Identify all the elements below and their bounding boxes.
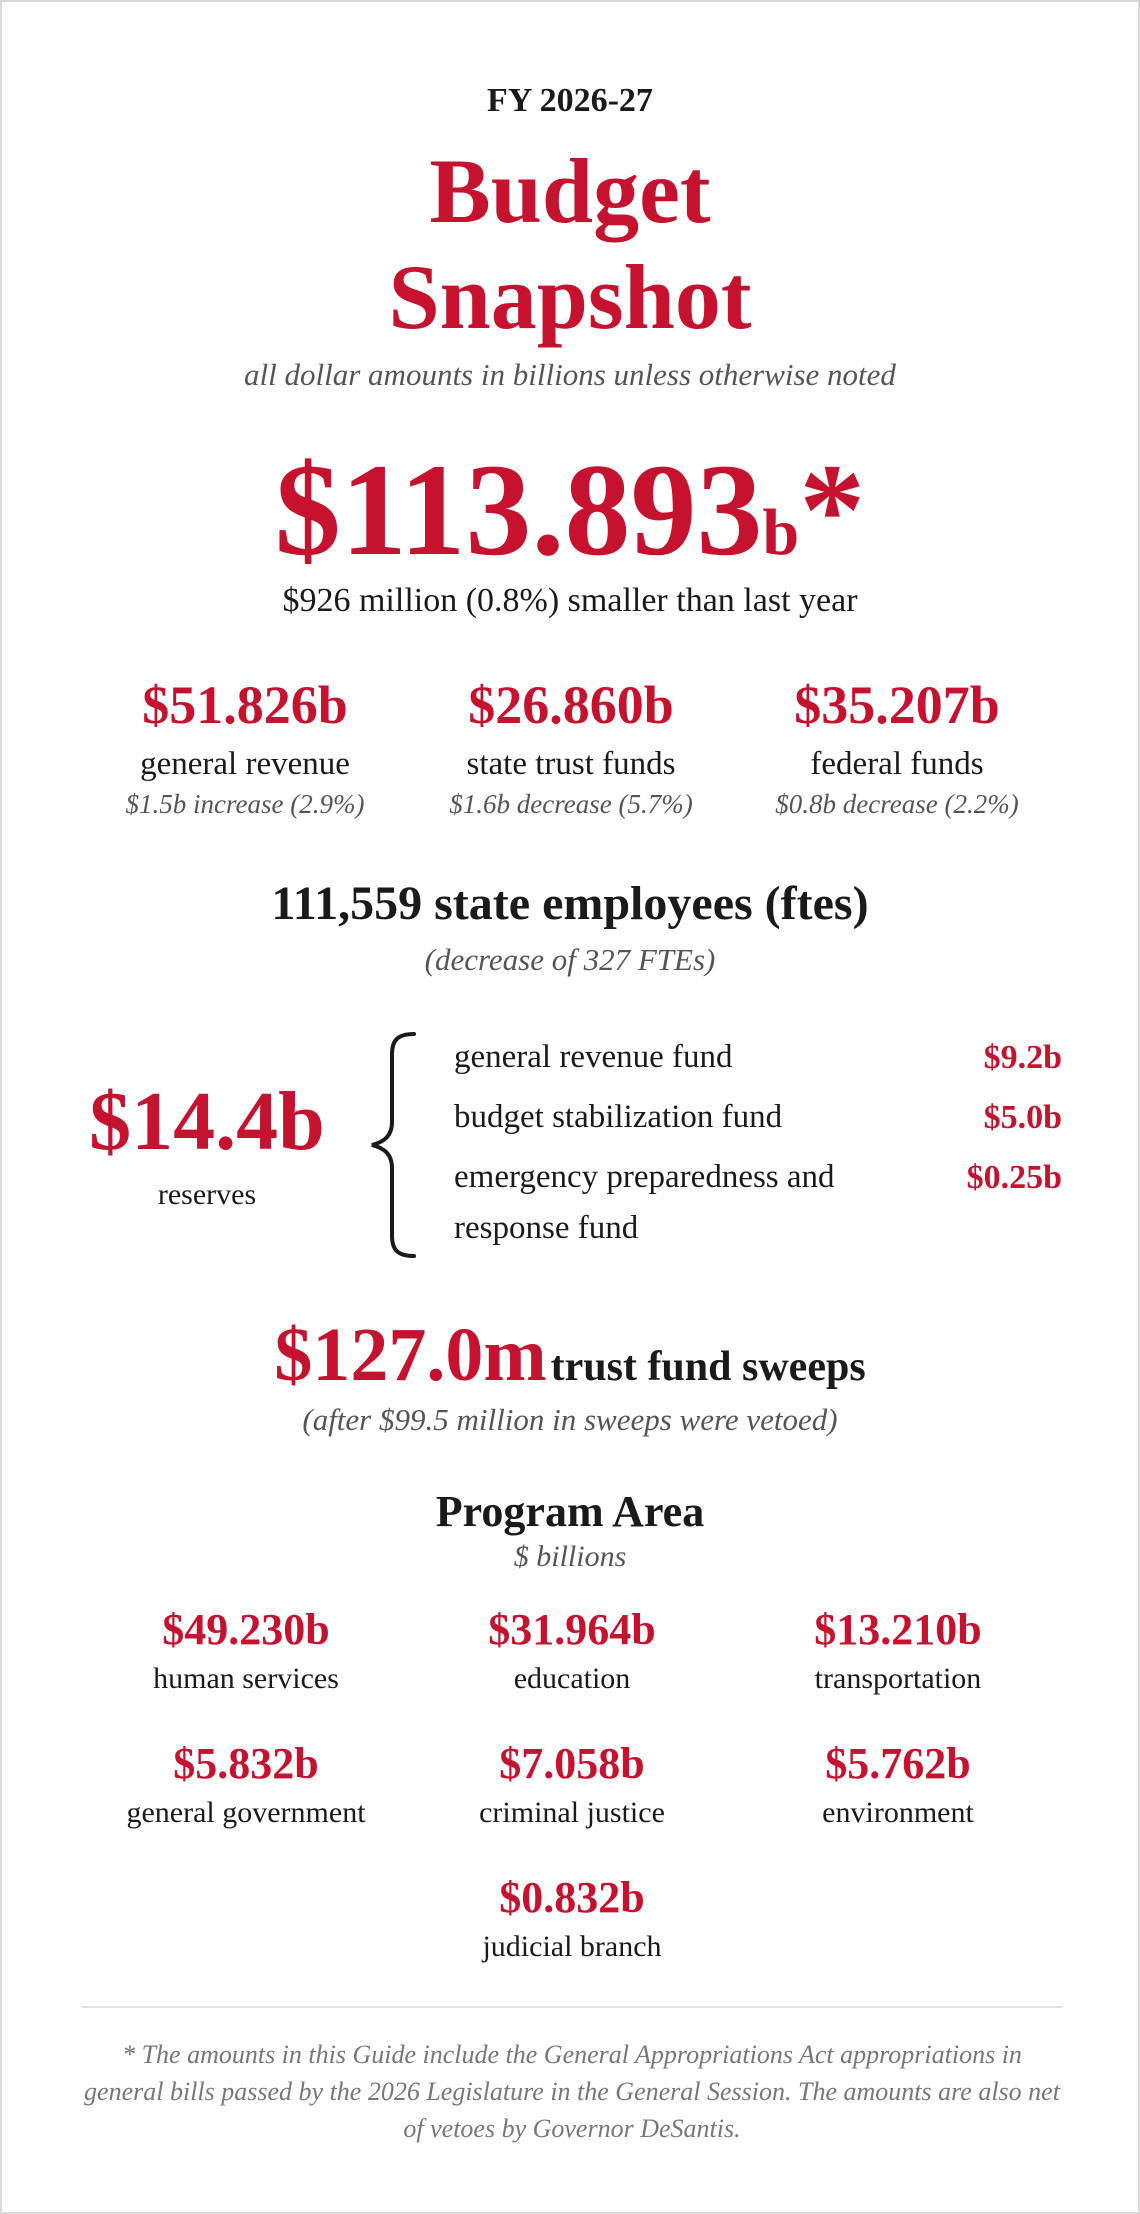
footer-divider — [82, 2006, 1062, 2008]
total-amount: $113.893 — [274, 436, 763, 583]
program-item: $5.762b environment — [735, 1736, 1061, 1870]
fund-sources: $51.826b general revenue $1.5b increase … — [82, 672, 1062, 820]
title-line-2: Snapshot — [388, 246, 752, 348]
total-asterisk: * — [799, 436, 866, 583]
sweeps-note: (after $99.5 million in sweeps were veto… — [302, 1402, 838, 1437]
reserve-name: general revenue fund — [454, 1039, 733, 1075]
reserve-name: emergency preparedness and response fund — [454, 1159, 835, 1246]
program-label: general government — [126, 1796, 366, 1829]
program-label: environment — [822, 1796, 974, 1829]
trust-fund-sweeps: $127.0m trust fund sweeps — [2, 1312, 1138, 1399]
reserve-item: general revenue fund $9.2b — [454, 1032, 1062, 1083]
reserve-item: budget stabilization fund $5.0b — [454, 1092, 1062, 1143]
program-area-unit: $ billions — [513, 1540, 627, 1573]
program-label: education — [513, 1662, 631, 1695]
sweeps-label: trust fund sweeps — [550, 1344, 866, 1390]
program-item: $13.210b transportation — [735, 1602, 1061, 1736]
program-area-title: Program Area — [435, 1487, 705, 1536]
units-note: all dollar amounts in billions unless ot… — [244, 357, 896, 392]
fund-label: general revenue — [140, 746, 350, 782]
employee-headline: 111,559 state employees (ftes) — [271, 877, 869, 930]
program-label: judicial branch — [482, 1930, 662, 1963]
fund-label: state trust funds — [466, 746, 676, 782]
reserves-label: reserves — [157, 1178, 257, 1211]
total-budget: $113.893b* — [2, 440, 1138, 603]
fund-amount: $35.207b — [794, 675, 1000, 735]
employee-change-note: (decrease of 327 FTEs) — [424, 942, 716, 977]
curly-brace-icon — [371, 1032, 416, 1258]
reserve-amount: $5.0b — [983, 1099, 1062, 1136]
total-change-note: $926 million (0.8%) smaller than last ye… — [282, 582, 858, 619]
program-label: human services — [153, 1662, 339, 1695]
fund-general-revenue: $51.826b general revenue $1.5b increase … — [82, 672, 408, 820]
footnote: * The amounts in this Guide include the … — [84, 2040, 1060, 2143]
fund-change: $1.6b decrease (5.7%) — [449, 789, 693, 819]
fund-change: $0.8b decrease (2.2%) — [775, 789, 1019, 819]
program-label: criminal justice — [479, 1796, 665, 1829]
fund-amount: $26.860b — [468, 675, 674, 735]
fiscal-year: FY 2026-27 — [487, 82, 653, 119]
reserve-item: emergency preparedness and response fund… — [454, 1152, 1062, 1254]
reserve-amount: $0.25b — [966, 1159, 1062, 1196]
reserves-breakdown: general revenue fund $9.2b budget stabil… — [454, 1032, 1062, 1263]
fund-federal: $35.207b federal funds $0.8b decrease (2… — [734, 672, 1060, 820]
fund-amount: $51.826b — [142, 675, 348, 735]
program-amount: $5.762b — [825, 1739, 971, 1788]
program-item: $31.964b education — [409, 1602, 735, 1736]
fund-state-trust: $26.860b state trust funds $1.6b decreas… — [408, 672, 734, 820]
title-line-1: Budget — [429, 140, 711, 242]
program-amount: $31.964b — [488, 1605, 656, 1654]
fund-change: $1.5b increase (2.9%) — [125, 789, 365, 819]
program-amount: $13.210b — [814, 1605, 982, 1654]
program-item: $7.058b criminal justice — [409, 1736, 735, 1870]
program-amount: $5.832b — [173, 1739, 319, 1788]
total-unit: b — [762, 496, 800, 569]
page-title: Budget Snapshot — [2, 138, 1138, 350]
program-amount: $7.058b — [499, 1739, 645, 1788]
program-area-grid: $49.230b human services $31.964b educati… — [82, 1602, 1062, 2004]
program-label: transportation — [814, 1662, 982, 1695]
fund-label: federal funds — [810, 746, 984, 782]
program-amount: $0.832b — [499, 1873, 645, 1922]
reserves-amount: $14.4b — [89, 1075, 325, 1168]
reserve-name: budget stabilization fund — [454, 1099, 783, 1135]
program-item: $5.832b general government — [83, 1736, 409, 1870]
program-item: $0.832b judicial branch — [409, 1870, 735, 2004]
sweeps-amount: $127.0m — [274, 1313, 547, 1397]
program-amount: $49.230b — [162, 1605, 330, 1654]
reserve-amount: $9.2b — [983, 1039, 1062, 1076]
program-item: $49.230b human services — [83, 1602, 409, 1736]
